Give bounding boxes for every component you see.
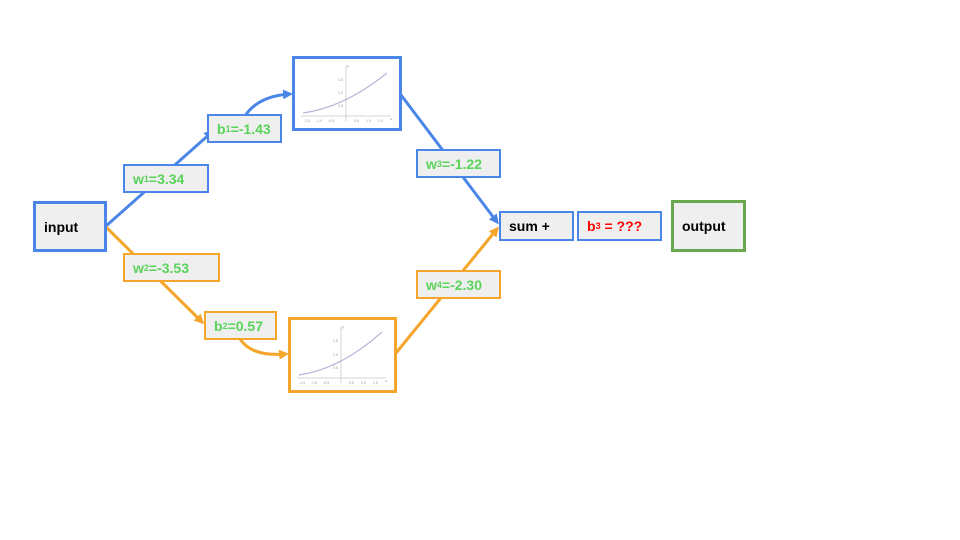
arrow-b1-to-top-plot xyxy=(243,89,293,117)
input-node: input xyxy=(33,201,107,252)
svg-text:1.0: 1.0 xyxy=(333,353,338,357)
b1-label: b 1 =-1.43 xyxy=(207,114,282,143)
softplus-curve-plot: y x 1.5 1.0 0.5 -1.5 -1.0 -0.5 0.5 1.0 1… xyxy=(297,324,387,385)
w3-label: w 3 =-1.22 xyxy=(416,149,501,178)
svg-text:0.5: 0.5 xyxy=(349,381,354,385)
svg-text:0.5: 0.5 xyxy=(354,119,359,123)
sum-node: sum + xyxy=(499,211,574,241)
svg-text:-0.5: -0.5 xyxy=(328,119,334,123)
svg-text:y: y xyxy=(342,324,344,329)
svg-text:0.5: 0.5 xyxy=(338,104,343,108)
sum-label: sum + xyxy=(509,218,550,234)
svg-text:-1.5: -1.5 xyxy=(299,381,305,385)
arrow-b2-to-bottom-plot xyxy=(238,338,289,360)
w4-label: w 4 =-2.30 xyxy=(416,270,501,299)
input-label: input xyxy=(44,218,79,235)
w1-label: w 1 =3.34 xyxy=(123,164,209,193)
svg-text:-1.0: -1.0 xyxy=(311,381,317,385)
svg-text:-1.5: -1.5 xyxy=(304,119,310,123)
svg-text:-0.5: -0.5 xyxy=(323,381,329,385)
svg-text:-1.0: -1.0 xyxy=(316,119,322,123)
w2-label: w 2 =-3.53 xyxy=(123,253,220,282)
svg-text:0.5: 0.5 xyxy=(333,366,338,370)
svg-text:1.5: 1.5 xyxy=(333,339,338,343)
softplus-curve-plot: y x 1.5 1.0 0.5 -1.5 -1.0 -0.5 0.5 1.0 1… xyxy=(301,63,392,123)
svg-text:1.0: 1.0 xyxy=(366,119,371,123)
output-node: output xyxy=(671,200,746,252)
output-label: output xyxy=(682,218,726,234)
svg-text:1.0: 1.0 xyxy=(338,91,343,95)
b2-label: b 2 =0.57 xyxy=(204,311,277,340)
activation-curve xyxy=(302,72,388,114)
svg-text:1.5: 1.5 xyxy=(338,78,343,82)
svg-text:x: x xyxy=(385,378,387,383)
svg-text:1.5: 1.5 xyxy=(373,381,378,385)
activation-curve xyxy=(298,331,383,376)
top-activation-plot: y x 1.5 1.0 0.5 -1.5 -1.0 -0.5 0.5 1.0 1… xyxy=(292,56,402,131)
svg-text:1.5: 1.5 xyxy=(378,119,383,123)
bottom-activation-plot: y x 1.5 1.0 0.5 -1.5 -1.0 -0.5 0.5 1.0 1… xyxy=(288,317,397,393)
x-label: x xyxy=(390,116,392,121)
y-label: y xyxy=(347,63,349,68)
svg-text:1.0: 1.0 xyxy=(361,381,366,385)
